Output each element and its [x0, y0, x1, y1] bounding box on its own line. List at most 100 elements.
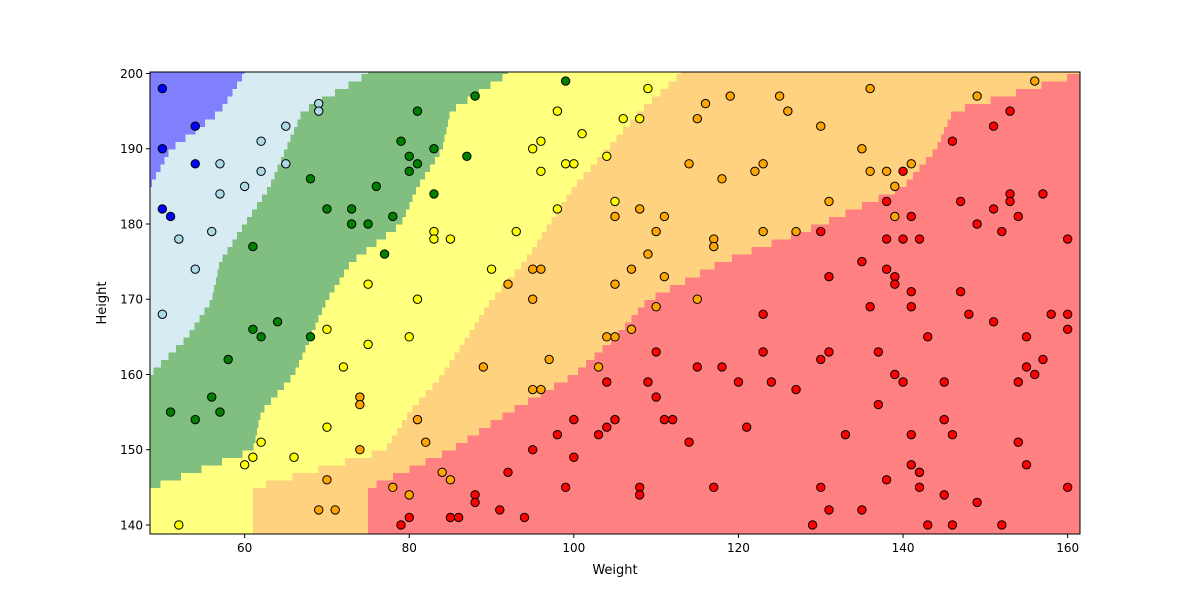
data-point-orange [1030, 76, 1040, 86]
region-cell-yellow [298, 359, 451, 368]
data-point-lightblue [190, 264, 200, 274]
data-point-red [791, 384, 801, 395]
data-point-yellow [404, 332, 414, 342]
data-point-orange [322, 475, 332, 485]
region-cell-yellow [325, 299, 490, 308]
data-point-red [898, 166, 908, 177]
region-cell-yellow [449, 111, 637, 120]
data-point-yellow [322, 324, 332, 335]
region-cell-yellow [305, 344, 461, 353]
region-cell-yellow [150, 517, 254, 526]
region-cell-orange [561, 201, 863, 210]
region-cell-yellow [284, 382, 433, 391]
data-point-green [470, 91, 480, 101]
data-point-orange [972, 91, 982, 101]
data-point-red [898, 377, 908, 387]
region-cell-yellow [344, 269, 516, 278]
data-point-red [1030, 369, 1040, 380]
data-point-red [816, 482, 826, 493]
region-cell-green [215, 276, 340, 285]
region-cell-green [150, 434, 256, 443]
region-cell-green [290, 133, 446, 142]
region-cell-orange [419, 397, 529, 406]
region-cell-orange [636, 111, 952, 120]
region-cell-lightblue [150, 186, 268, 195]
region-cell-red [602, 344, 1081, 353]
data-point-red [602, 377, 612, 387]
region-cell-yellow [302, 351, 456, 361]
region-cell-red [878, 193, 1081, 203]
region-cell-lightblue [215, 111, 302, 120]
region-cell-orange [489, 299, 646, 308]
region-cell-red [861, 201, 1081, 210]
region-cell-orange [494, 291, 656, 300]
region-cell-orange [566, 193, 879, 203]
data-point-red [939, 414, 949, 425]
data-point-red [1038, 189, 1048, 199]
data-point-green [379, 249, 390, 259]
data-point-red [947, 136, 958, 146]
data-point-green [215, 407, 225, 417]
region-cell-lightblue [150, 329, 191, 338]
region-cell-orange [425, 389, 542, 398]
x-tick-label: 120 [727, 541, 750, 555]
data-point-lightblue [256, 166, 266, 177]
data-point-orange [528, 294, 538, 304]
data-point-blue [157, 144, 168, 154]
region-cell-orange [401, 419, 492, 428]
data-point-lightblue [239, 181, 250, 192]
data-point-orange [816, 121, 826, 131]
data-point-green [207, 392, 217, 402]
region-cell-orange [474, 321, 626, 330]
data-point-red [717, 362, 727, 372]
data-point-orange [503, 279, 513, 289]
region-cell-red [554, 382, 1081, 391]
region-cell-yellow [270, 397, 420, 406]
region-cell-green [150, 404, 265, 413]
y-tick-label: 180 [120, 217, 143, 231]
data-point-orange [445, 475, 456, 485]
data-point-yellow [610, 196, 620, 207]
region-cell-red [932, 148, 1081, 157]
region-cell-green [284, 148, 441, 157]
data-point-green [223, 354, 233, 365]
data-point-green [256, 332, 266, 342]
region-cell-yellow [446, 126, 624, 135]
data-point-red [906, 302, 916, 312]
data-point-red [692, 362, 702, 372]
region-cell-red [490, 419, 1081, 428]
data-point-orange [774, 91, 785, 101]
x-tick-label: 160 [1056, 541, 1079, 555]
data-point-red [519, 512, 530, 523]
region-cell-red [577, 366, 1081, 376]
data-point-yellow [338, 362, 349, 372]
region-cell-yellow [180, 472, 293, 481]
data-point-orange [906, 159, 916, 169]
data-point-red [1021, 460, 1032, 470]
data-point-red [914, 467, 925, 477]
data-point-red [988, 317, 999, 327]
data-point-lightblue [174, 234, 184, 244]
region-cell-yellow [386, 231, 543, 240]
data-point-green [404, 151, 414, 161]
data-point-red [890, 369, 900, 380]
region-cell-lightblue [150, 201, 258, 210]
region-cell-lightblue [150, 284, 215, 293]
region-cell-yellow [242, 449, 372, 458]
region-cell-lightblue [242, 73, 363, 82]
data-point-red [741, 422, 752, 432]
region-cell-green [270, 178, 421, 187]
data-point-orange [421, 437, 431, 447]
data-point-orange [528, 384, 538, 395]
region-cell-red [624, 321, 1081, 330]
region-cell-orange [252, 517, 369, 526]
data-point-red [643, 377, 653, 387]
region-cell-yellow [258, 419, 403, 428]
data-point-red [1021, 332, 1032, 342]
region-cell-yellow [434, 156, 598, 165]
region-cell-red [926, 156, 1081, 165]
region-cell-yellow [160, 479, 267, 488]
region-cell-red [594, 351, 1081, 361]
data-point-orange [355, 445, 365, 455]
region-cell-yellow [255, 434, 393, 443]
